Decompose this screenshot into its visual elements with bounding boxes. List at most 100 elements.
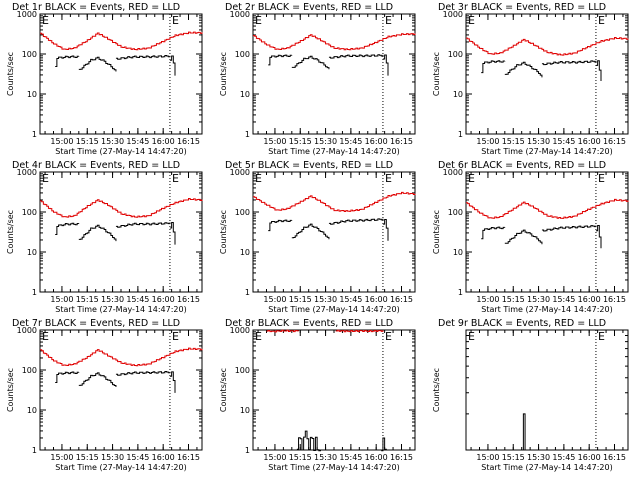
x-axis-label: Start Time (27-May-14 14:47:20) bbox=[55, 147, 186, 156]
y-tick-label: 1 bbox=[245, 446, 250, 455]
events-line-segment bbox=[55, 371, 80, 383]
y-tick-label: 1 bbox=[32, 130, 37, 139]
events-line-segment bbox=[504, 61, 543, 78]
x-tick-label: 16:00 bbox=[365, 137, 388, 146]
x-tick-label: 15:15 bbox=[76, 137, 99, 146]
y-tick-label: 1000 bbox=[17, 10, 37, 19]
event-marker-label: E bbox=[172, 172, 179, 185]
plot-frame bbox=[252, 329, 416, 451]
events-line-segment bbox=[169, 371, 176, 393]
series-events bbox=[481, 224, 602, 249]
y-axis-label: Counts/sec bbox=[219, 52, 228, 96]
x-tick-label: 15:15 bbox=[289, 453, 312, 462]
y-axis-label: Counts/sec bbox=[219, 368, 228, 412]
plot-frame bbox=[252, 171, 416, 293]
y-tick-label: 1000 bbox=[230, 10, 250, 19]
plot-frame bbox=[39, 13, 203, 135]
x-tick-label: 15:45 bbox=[126, 295, 149, 304]
series-events bbox=[55, 222, 176, 245]
x-tick-label: 16:15 bbox=[603, 453, 626, 462]
events-line-segment bbox=[291, 223, 330, 240]
x-tick-label: 15:15 bbox=[502, 453, 525, 462]
x-tick-label: 15:15 bbox=[502, 295, 525, 304]
event-marker-label: E bbox=[172, 330, 179, 343]
series-events bbox=[55, 371, 176, 393]
x-tick-label: 15:00 bbox=[476, 137, 499, 146]
events-line-segment bbox=[78, 56, 117, 72]
x-tick-label: 15:45 bbox=[126, 453, 149, 462]
event-marker-label: E bbox=[255, 14, 262, 27]
plot-frame bbox=[252, 13, 416, 135]
series-events bbox=[296, 430, 387, 452]
x-axis-label: Start Time (27-May-14 14:47:20) bbox=[268, 147, 399, 156]
x-tick-label: 15:45 bbox=[339, 453, 362, 462]
x-tick-label: 16:00 bbox=[365, 453, 388, 462]
event-marker-label: E bbox=[42, 330, 49, 343]
chart-title: Det 2r BLACK = Events, RED = LLD bbox=[225, 2, 393, 13]
series-events bbox=[268, 54, 389, 76]
y-axis-label: Counts/sec bbox=[432, 210, 441, 254]
y-tick-label: 1000 bbox=[443, 168, 463, 177]
series-lld bbox=[466, 37, 629, 56]
x-axis-label: Start Time (27-May-14 14:47:20) bbox=[55, 463, 186, 472]
x-tick-label: 15:45 bbox=[552, 295, 575, 304]
series-events bbox=[268, 218, 389, 241]
series-lld bbox=[266, 329, 384, 333]
chart-title: Det 7r BLACK = Events, RED = LLD bbox=[12, 318, 180, 329]
x-tick-label: 15:45 bbox=[552, 137, 575, 146]
x-tick-label: 15:00 bbox=[50, 453, 73, 462]
y-tick-label: 1 bbox=[458, 130, 463, 139]
events-line-segment bbox=[541, 225, 597, 232]
x-tick-label: 16:15 bbox=[390, 137, 413, 146]
lld-line-segment bbox=[40, 347, 203, 367]
x-tick-label: 15:30 bbox=[314, 453, 337, 462]
events-line-segment bbox=[328, 54, 384, 59]
x-axis-label: Start Time (27-May-14 14:47:20) bbox=[268, 305, 399, 314]
series-lld bbox=[40, 347, 203, 367]
x-axis-label: Start Time (27-May-14 14:47:20) bbox=[268, 463, 399, 472]
events-line-segment bbox=[481, 226, 506, 240]
y-tick-label: 1 bbox=[245, 130, 250, 139]
lld-line-segment bbox=[466, 37, 629, 56]
event-marker-label: E bbox=[255, 172, 262, 185]
x-tick-label: 15:30 bbox=[527, 295, 550, 304]
y-tick-label: 100 bbox=[22, 50, 37, 59]
lld-line-segment bbox=[40, 198, 203, 218]
plot-frame bbox=[465, 171, 629, 293]
events-line-segment bbox=[115, 222, 171, 228]
y-tick-label: 1 bbox=[245, 288, 250, 297]
lld-line-segment bbox=[335, 329, 384, 333]
y-tick-label: 100 bbox=[235, 366, 250, 375]
events-line-segment bbox=[78, 224, 117, 242]
chart-title: Det 5r BLACK = Events, RED = LLD bbox=[225, 160, 393, 171]
x-tick-label: 15:30 bbox=[101, 453, 124, 462]
events-line-segment bbox=[268, 54, 293, 66]
events-line-segment bbox=[481, 60, 506, 74]
events-line-segment bbox=[169, 55, 176, 76]
y-tick-label: 100 bbox=[448, 50, 463, 59]
x-tick-label: 16:00 bbox=[578, 295, 601, 304]
y-tick-label: 10 bbox=[240, 90, 250, 99]
lld-line-segment bbox=[40, 31, 203, 51]
x-tick-label: 15:15 bbox=[76, 295, 99, 304]
y-tick-label: 1 bbox=[32, 446, 37, 455]
events-line-segment bbox=[169, 222, 176, 245]
x-tick-label: 15:30 bbox=[314, 137, 337, 146]
y-tick-label: 1000 bbox=[230, 326, 250, 335]
events-line-segment bbox=[382, 54, 389, 76]
x-tick-label: 16:15 bbox=[603, 295, 626, 304]
events-line-segment bbox=[595, 224, 602, 249]
x-tick-label: 15:15 bbox=[76, 453, 99, 462]
events-line-segment bbox=[55, 55, 80, 67]
series-events bbox=[481, 60, 602, 82]
y-tick-label: 10 bbox=[453, 248, 463, 257]
x-tick-label: 15:30 bbox=[527, 137, 550, 146]
y-tick-label: 100 bbox=[235, 50, 250, 59]
lld-line-segment bbox=[466, 198, 629, 219]
x-tick-label: 15:30 bbox=[101, 295, 124, 304]
x-tick-label: 15:30 bbox=[527, 453, 550, 462]
y-axis-label: Counts/sec bbox=[6, 368, 15, 412]
x-tick-label: 15:00 bbox=[50, 137, 73, 146]
